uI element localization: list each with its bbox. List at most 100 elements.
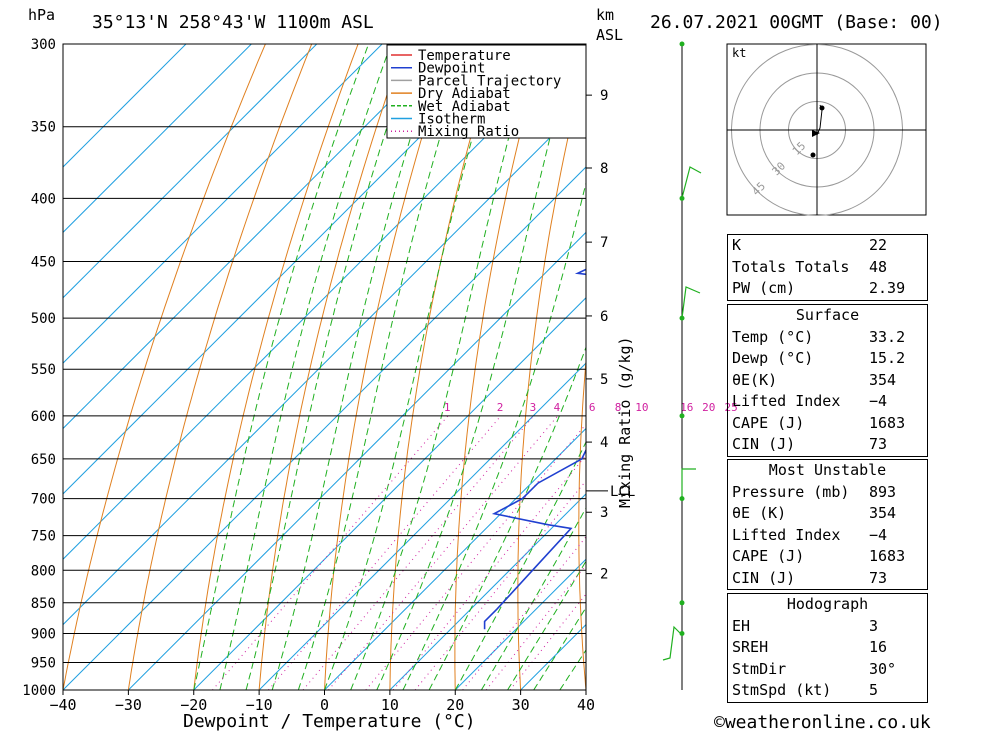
surface-row: Lifted Index −4: [728, 391, 927, 413]
surface-label: Dewp (°C): [732, 349, 814, 367]
legend-entry: Wet Adiabat: [418, 99, 511, 115]
temperature-tick-label: −10: [246, 696, 273, 714]
temperature-tick-label: 30: [512, 696, 530, 714]
most-unstable-row: Pressure (mb) 893: [728, 482, 927, 504]
mixing-ratio-label: 8: [615, 401, 622, 414]
hodograph-stat-label: StmDir: [732, 659, 787, 678]
most-unstable-value: 354: [869, 504, 897, 522]
temperature-tick-label: 40: [577, 696, 595, 714]
most-unstable-label: Lifted Index: [732, 525, 841, 544]
surface-value: 354: [869, 370, 897, 389]
temperature-tick-label: −20: [180, 696, 207, 714]
temperature-tick-label: 10: [381, 696, 399, 714]
height-tick-label: 6: [600, 309, 608, 325]
isotherm-line: [454, 558, 586, 690]
mixing-ratio-label: 20: [702, 401, 715, 414]
pressure-tick-label: 750: [31, 529, 56, 545]
dry-adiabat-line: [193, 44, 359, 690]
mixing-ratio-label: 2: [497, 401, 504, 414]
legend-entry: Dry Adiabat: [418, 86, 511, 102]
isotherm-line: [63, 166, 586, 690]
hodograph-point-upper: [819, 105, 825, 111]
wind-level-dot: [679, 413, 685, 419]
wind-profile: [662, 41, 702, 690]
pressure-tick-label: 600: [31, 409, 56, 425]
legend-entry: Isotherm: [418, 112, 485, 128]
temperature-tick-label: −30: [115, 696, 142, 714]
pressure-tick-label: 650: [31, 452, 56, 468]
isotherm-line: [63, 44, 383, 364]
most-unstable-label: Pressure (mb): [732, 482, 850, 501]
isotherm-line: [63, 44, 514, 495]
mixing-ratio-label: 6: [589, 401, 596, 414]
index-label: K: [732, 236, 742, 254]
wet-adiabat-line: [271, 44, 441, 690]
most-unstable-label: CIN (J): [732, 568, 796, 587]
isotherm-line: [324, 427, 586, 690]
hodograph-stat-row: StmSpd (kt) 5: [728, 680, 927, 702]
pressure-tick-label: 900: [31, 626, 56, 642]
most-unstable-title: Most Unstable: [768, 461, 887, 479]
mixing-ratio-label: 3: [530, 401, 537, 414]
isotherm-line: [63, 100, 586, 626]
mixing-ratio-line: [268, 415, 502, 690]
isotherm-line: [128, 231, 586, 690]
most-unstable-value: 1683: [869, 547, 906, 565]
wet-adiabat-line: [245, 44, 416, 690]
copyright-text: ©weatheronline.co.uk: [714, 712, 931, 733]
height-unit-asl: ASL: [596, 26, 623, 44]
wet-adiabat-line: [350, 44, 535, 690]
hodograph-stat-label: EH: [732, 616, 751, 635]
index-label: PW (cm): [732, 279, 796, 297]
hodograph-stat-label: SREH: [732, 638, 769, 656]
isotherm-line: [258, 362, 586, 690]
hodograph-table-title: Hodograph: [786, 595, 869, 613]
indices-table: K 22 Totals Totals 48 PW (cm) 2.39: [727, 234, 928, 301]
mixing-ratio-line: [365, 423, 586, 690]
plot-area: [63, 44, 1000, 690]
wind-barb: [662, 625, 683, 661]
wind-barb: [681, 468, 696, 500]
dry-adiabat-line: [958, 44, 1000, 690]
hodograph-stat-row: StmDir 30°: [728, 659, 927, 681]
pressure-tick-label: 500: [31, 311, 56, 327]
surface-value: −4: [869, 392, 888, 410]
wet-adiabat-line: [480, 506, 586, 690]
most-unstable-table: Most Unstable Pressure (mb) 893 θE (K) 354 L…: [727, 459, 928, 590]
mixing-ratio-lines: [212, 415, 586, 690]
most-unstable-value: 893: [869, 482, 897, 501]
surface-row: θE(K) 354: [728, 370, 927, 392]
index-value: 2.39: [869, 279, 906, 297]
hodograph-stat-label: StmSpd (kt): [732, 681, 832, 699]
index-row: PW (cm) 2.39: [728, 278, 927, 300]
legend-entry: Mixing Ratio: [418, 124, 519, 140]
dry-adiabat-line: [638, 44, 683, 690]
dry-adiabat-line: [63, 44, 266, 690]
legend-entry: Parcel Trajectory: [418, 73, 561, 89]
surface-value: 33.2: [869, 327, 906, 346]
pressure-tick-label: 1000: [22, 683, 56, 699]
hodograph-stat-value: 30°: [869, 659, 897, 678]
sounding-series: [483, 268, 586, 630]
most-unstable-label: CAPE (J): [732, 547, 805, 565]
mixing-ratio-label: 1: [444, 401, 451, 414]
pressure-tick-label: 950: [31, 655, 56, 671]
legend-box: [386, 44, 587, 139]
surface-value: 73: [869, 435, 888, 453]
height-tick-label: 8: [600, 161, 608, 177]
plot-frame: [62, 43, 587, 691]
pressure-tick-label: 550: [31, 362, 56, 378]
wind-barb: [681, 286, 701, 319]
surface-label: Lifted Index: [732, 392, 841, 410]
height-tick-label: 4: [600, 435, 608, 451]
hodograph-stat-row: SREH 16: [728, 637, 927, 659]
pressure-tick-label: 300: [31, 37, 56, 53]
isotherm-line: [63, 44, 318, 299]
most-unstable-row: Lifted Index −4: [728, 525, 927, 547]
wet-adiabat-line: [428, 345, 586, 690]
isotherm-line: [63, 44, 579, 560]
pressure-tick-label: 400: [31, 191, 56, 207]
mixing-ratio-labels: 1 2 3 4 6 8 10 16 20 25: [444, 401, 738, 414]
